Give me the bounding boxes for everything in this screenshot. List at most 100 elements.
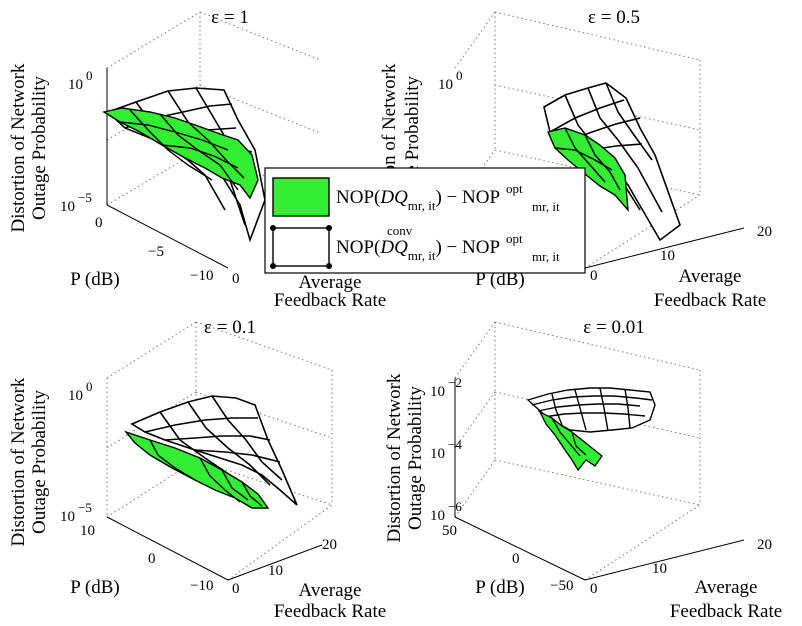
legend-dqconv-rsup: opt xyxy=(506,231,523,246)
panel3-labels: ε = 0.1 Distortion of Network Outage Pro… xyxy=(8,317,386,622)
panel4-zlabel-line2: Outage Probability xyxy=(405,385,426,530)
panel4-xlabel-line1: Average xyxy=(695,577,758,598)
panel3-axes xyxy=(106,516,323,581)
panel4-z-tick-1-exp: −4 xyxy=(448,437,462,452)
panel1-z-tick-1-base: 10 xyxy=(60,199,75,215)
panel3-z-tick-1-base: 10 xyxy=(60,509,75,525)
panel3-z-tick-0: 10 0 xyxy=(68,379,93,404)
panel1-p-tick-0: 0 xyxy=(95,215,103,231)
panel3-rate-tick-0: 0 xyxy=(232,581,240,597)
panel1-xlabel-line1: Average xyxy=(299,272,362,293)
panel2-green-surface xyxy=(547,127,629,213)
panel1-rate-tick-0: 0 xyxy=(232,271,240,287)
panel1-p-tick-2: −10 xyxy=(190,268,213,284)
panel3-p-tick-0: 10 xyxy=(80,523,95,539)
panel4-labels: ε = 0.01 Distortion of Network Outage Pr… xyxy=(384,317,782,622)
panel2-rate-tick-0: 0 xyxy=(590,268,598,284)
panel1-title: ε = 1 xyxy=(211,7,249,28)
panel1-zlabel-line1: Distortion of Network xyxy=(8,63,29,232)
legend-marker-br xyxy=(326,263,332,269)
panel4-rate-tick-2: 20 xyxy=(757,537,772,553)
panel3-xlabel-line2: Feedback Rate xyxy=(274,601,386,622)
legend-swatch-green xyxy=(272,177,330,217)
legend-dq-rsup: opt xyxy=(506,181,523,196)
panel2-ylabel: P (dB) xyxy=(475,269,524,290)
panel4-zlabel-line1: Distortion of Network xyxy=(384,373,405,542)
panel4-z-tick-1-base: 10 xyxy=(430,446,445,462)
panel1-z-tick-1: 10 −5 xyxy=(60,190,92,215)
panel2-xlabel-line2: Feedback Rate xyxy=(654,290,766,311)
legend-entry-dqconv: NOP(DQmr, it) − NOP opt conv mr, it xyxy=(270,223,560,269)
legend-dqconv-var: DQ xyxy=(379,237,408,258)
panel3-mesh xyxy=(130,395,298,506)
legend-dq-var: DQ xyxy=(379,187,408,208)
panel1-z-tick-0: 10 0 xyxy=(68,68,93,93)
legend-label-dq: NOP(DQmr, it) − NOP opt xyxy=(336,181,523,213)
legend-dq-mid: ) − NOP xyxy=(435,187,500,208)
panel4-axes xyxy=(454,378,745,581)
panel4-z-tick-1: 10 −4 xyxy=(430,437,462,462)
legend-swatch-white xyxy=(272,227,330,267)
panel4-green-surface xyxy=(538,410,603,472)
panel4-grid xyxy=(454,321,701,581)
panel3-z-tick-0-base: 10 xyxy=(68,388,83,404)
panel2-title: ε = 0.5 xyxy=(588,7,640,28)
panel2-z-tick-0-base: 10 xyxy=(438,77,453,93)
panel1-xlabel-line2: Feedback Rate xyxy=(274,290,386,311)
panel1-labels: ε = 1 Distortion of Network Outage Proba… xyxy=(8,7,386,311)
panel3-rate-tick-2: 20 xyxy=(322,537,337,553)
legend-dqconv-mid: ) − NOP xyxy=(435,237,500,258)
legend-entry-dq: NOP(DQmr, it) − NOP opt mr, it xyxy=(272,177,560,217)
panel1-axes xyxy=(106,68,229,269)
panel1-ylabel: P (dB) xyxy=(70,269,119,290)
panel4-z-tick-2-exp: −6 xyxy=(448,499,462,514)
panel1-z-tick-0-exp: 0 xyxy=(86,68,93,83)
panel4-z-tick-2-base: 10 xyxy=(430,508,445,524)
panel3-ylabel: P (dB) xyxy=(70,577,119,598)
panel4-z-tick-0: 10 −2 xyxy=(430,375,462,400)
legend-dqconv-sub: mr, it xyxy=(408,248,436,263)
panel3-zlabel-line1: Distortion of Network xyxy=(8,377,29,546)
legend-dq-sub: mr, it xyxy=(408,198,436,213)
panel4-z-tick-2: 10 −6 xyxy=(430,499,462,524)
panel4-p-tick-2: −50 xyxy=(550,578,573,594)
legend-marker-tr xyxy=(326,225,332,231)
panel3-z-tick-1: 10 −5 xyxy=(60,500,92,525)
legend-marker-bl xyxy=(270,263,276,269)
panel4-title: ε = 0.01 xyxy=(583,317,644,338)
panel3-rate-tick-1: 10 xyxy=(268,563,283,579)
legend-dq-rsub: mr, it xyxy=(532,199,560,214)
panel-eps-1: ε = 1 Distortion of Network Outage Proba… xyxy=(8,7,386,311)
panel2-axes xyxy=(584,227,745,269)
panel4-ylabel: P (dB) xyxy=(475,577,524,598)
panel3-xlabel-line1: Average xyxy=(299,580,362,601)
panel3-title: ε = 0.1 xyxy=(204,317,256,338)
panel4-rate-tick-0: 0 xyxy=(590,581,598,597)
panel3-z-tick-1-exp: −5 xyxy=(78,500,92,515)
panel3-green-surface xyxy=(123,430,270,509)
legend-dq-prefix: NOP( xyxy=(336,187,380,208)
panel2-z-tick-0: 10 0 xyxy=(438,68,463,93)
panel4-xlabel-line2: Feedback Rate xyxy=(670,601,782,622)
legend: NOP(DQmr, it) − NOP opt mr, it NOP(DQmr, … xyxy=(264,167,586,274)
panel1-z-tick-1-exp: −5 xyxy=(78,190,92,205)
panel-eps-0-01: ε = 0.01 Distortion of Network Outage Pr… xyxy=(384,317,782,622)
panel2-xlabel-line1: Average xyxy=(679,266,742,287)
panel3-z-tick-0-exp: 0 xyxy=(86,379,93,394)
panel4-z-tick-0-base: 10 xyxy=(430,384,445,400)
panel3-p-tick-2: −10 xyxy=(190,578,213,594)
panel1-green-surface xyxy=(102,107,259,200)
panel2-z-tick-0-exp: 0 xyxy=(456,68,463,83)
panel4-z-tick-0-exp: −2 xyxy=(448,375,462,390)
panel1-zlabel-line2: Outage Probability xyxy=(29,75,50,220)
panel4-rate-tick-1: 10 xyxy=(652,561,667,577)
panel3-zlabel-line2: Outage Probability xyxy=(29,389,50,534)
legend-dqconv-sup: conv xyxy=(387,223,413,238)
legend-marker-tl xyxy=(270,225,276,231)
panel4-mesh xyxy=(526,387,656,433)
panel1-p-tick-1: −5 xyxy=(148,244,164,260)
panel1-z-tick-0-base: 10 xyxy=(68,77,83,93)
panel2-rate-tick-2: 20 xyxy=(757,224,772,240)
